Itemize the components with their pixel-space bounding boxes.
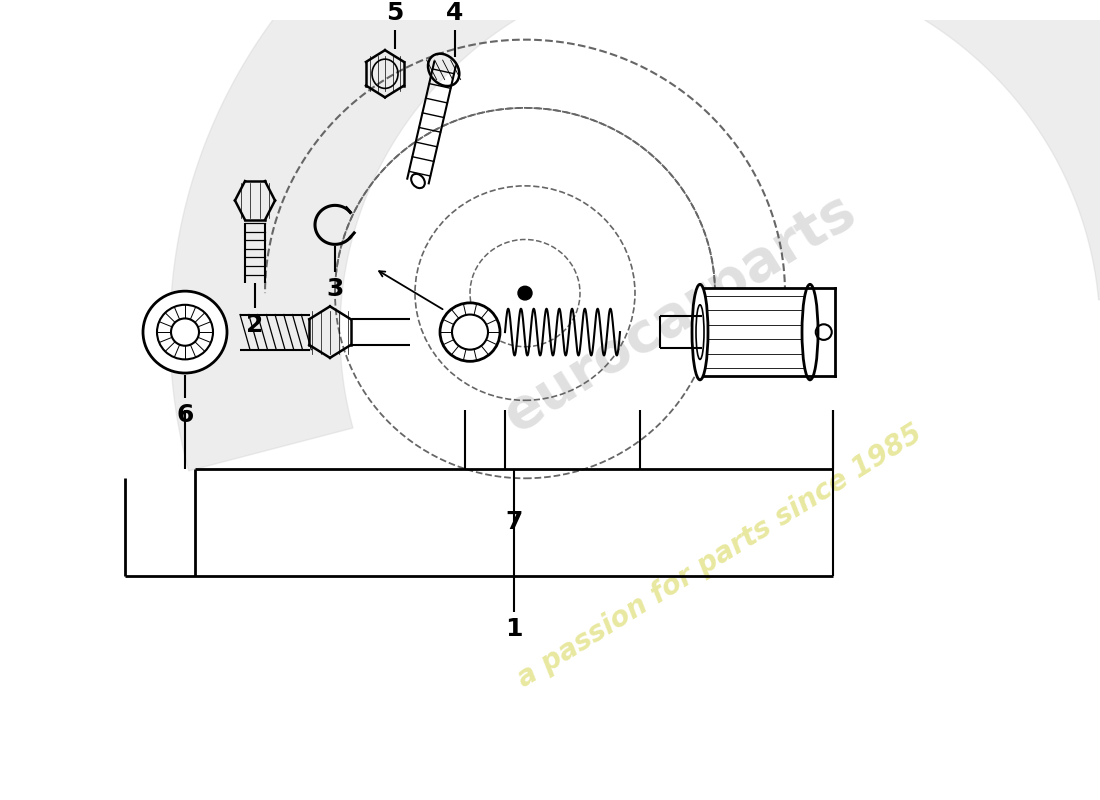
Ellipse shape (518, 286, 532, 300)
Ellipse shape (692, 284, 708, 380)
Text: 3: 3 (327, 277, 343, 301)
Text: 2: 2 (246, 313, 264, 337)
Bar (700, 288, 810, 376)
Text: 5: 5 (386, 1, 404, 25)
Text: a passion for parts since 1985: a passion for parts since 1985 (513, 419, 927, 693)
Text: 6: 6 (176, 403, 194, 427)
Ellipse shape (802, 284, 818, 380)
Ellipse shape (143, 291, 227, 373)
Text: 7: 7 (505, 510, 522, 534)
Text: eurocarparts: eurocarparts (494, 182, 866, 442)
Ellipse shape (440, 303, 500, 362)
Text: 1: 1 (505, 618, 522, 642)
Text: 4: 4 (447, 1, 464, 25)
Polygon shape (170, 0, 1100, 471)
